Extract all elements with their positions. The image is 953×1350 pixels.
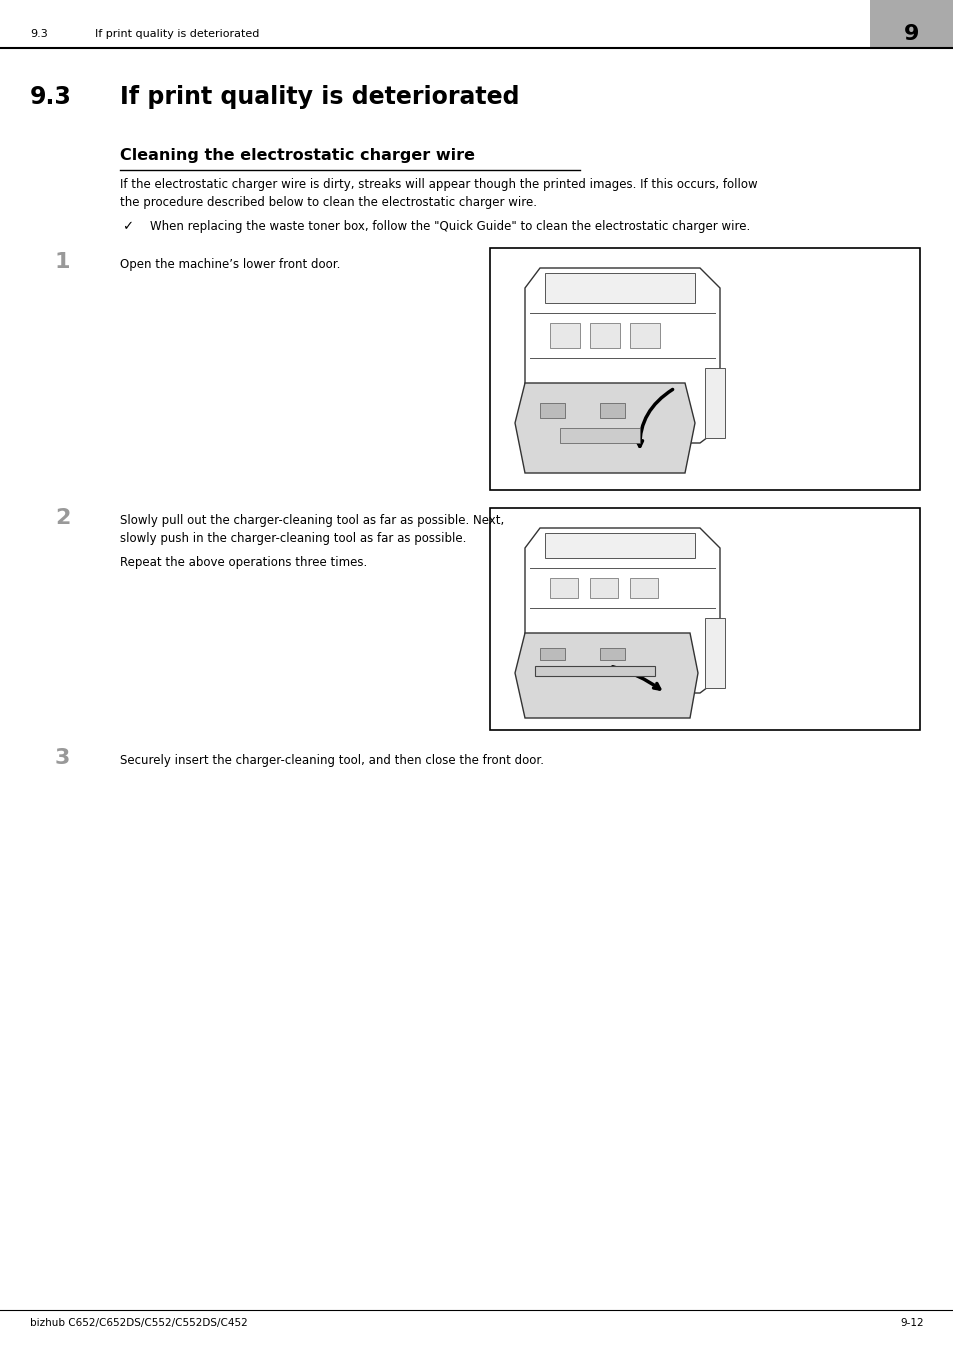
Text: 3: 3: [55, 748, 71, 768]
Polygon shape: [524, 528, 720, 693]
Text: When replacing the waste toner box, follow the "Quick Guide" to clean the electr: When replacing the waste toner box, foll…: [150, 220, 749, 234]
Text: bizhub C652/C652DS/C552/C552DS/C452: bizhub C652/C652DS/C552/C552DS/C452: [30, 1318, 248, 1328]
Polygon shape: [515, 383, 695, 472]
Bar: [589, 578, 618, 598]
Bar: [704, 369, 724, 437]
Bar: [539, 404, 564, 418]
Bar: [704, 618, 724, 688]
Text: Open the machine’s lower front door.: Open the machine’s lower front door.: [120, 258, 340, 271]
Text: Cleaning the electrostatic charger wire: Cleaning the electrostatic charger wire: [120, 148, 475, 163]
Bar: [629, 323, 659, 348]
Bar: [544, 273, 695, 302]
Bar: [559, 428, 639, 443]
Text: 9: 9: [903, 24, 919, 45]
Bar: [550, 323, 579, 348]
Bar: [544, 533, 695, 558]
Bar: [599, 648, 624, 660]
Polygon shape: [515, 633, 698, 718]
Text: 1: 1: [55, 252, 71, 271]
Text: If print quality is deteriorated: If print quality is deteriorated: [95, 28, 259, 39]
Text: Repeat the above operations three times.: Repeat the above operations three times.: [120, 556, 367, 568]
Text: 9-12: 9-12: [900, 1318, 923, 1328]
Bar: [550, 578, 578, 598]
Text: If print quality is deteriorated: If print quality is deteriorated: [120, 85, 519, 109]
Text: If the electrostatic charger wire is dirty, streaks will appear though the print: If the electrostatic charger wire is dir…: [120, 178, 757, 190]
Text: the procedure described below to clean the electrostatic charger wire.: the procedure described below to clean t…: [120, 196, 537, 209]
Bar: [490, 248, 919, 490]
Bar: [599, 404, 624, 418]
Bar: [869, 0, 953, 49]
Bar: [629, 578, 658, 598]
Polygon shape: [524, 269, 720, 443]
Text: Slowly pull out the charger-cleaning tool as far as possible. Next,: Slowly pull out the charger-cleaning too…: [120, 514, 504, 526]
Bar: [539, 648, 564, 660]
Text: 2: 2: [55, 508, 71, 528]
Bar: [589, 323, 619, 348]
Text: 9.3: 9.3: [30, 85, 71, 109]
Text: Securely insert the charger-cleaning tool, and then close the front door.: Securely insert the charger-cleaning too…: [120, 755, 543, 767]
Bar: [535, 666, 655, 676]
Text: 9.3: 9.3: [30, 28, 48, 39]
Bar: [490, 508, 919, 730]
Text: slowly push in the charger-cleaning tool as far as possible.: slowly push in the charger-cleaning tool…: [120, 532, 466, 545]
Text: ✓: ✓: [122, 220, 133, 234]
